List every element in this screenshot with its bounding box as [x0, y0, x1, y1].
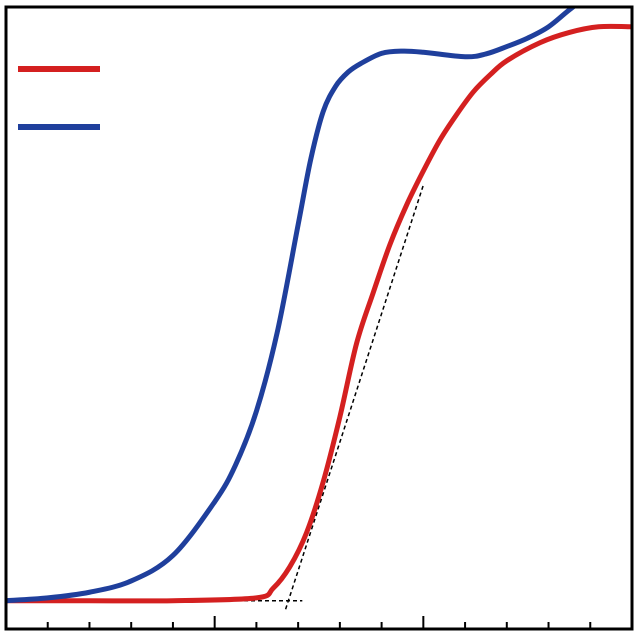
series-line-blue [6, 7, 578, 604]
tangent-guides [6, 184, 425, 610]
x-axis-ticks [46, 616, 592, 629]
series-lines [6, 7, 632, 604]
slope-tangent-line [284, 184, 425, 610]
plot-frame [4, 5, 634, 631]
series-line-red [6, 23, 632, 604]
legend [18, 66, 100, 130]
